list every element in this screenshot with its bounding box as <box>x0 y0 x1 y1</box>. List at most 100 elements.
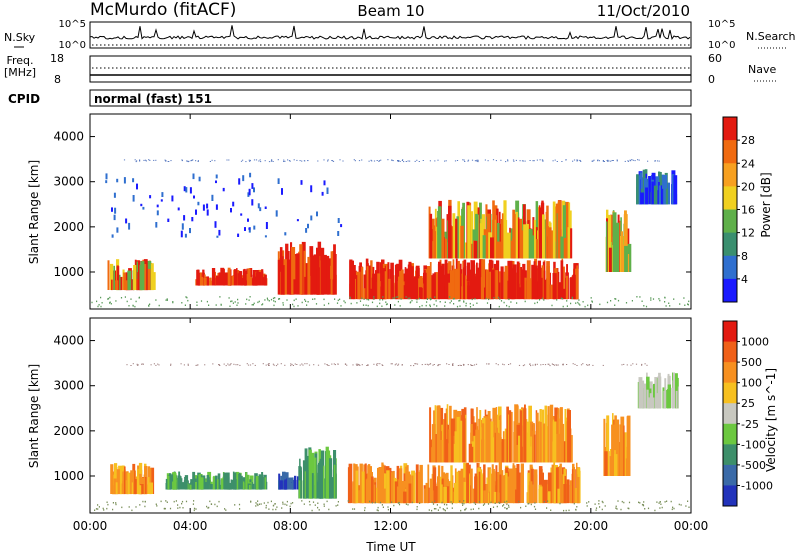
colorbar-tick-label: -100 <box>741 438 766 451</box>
echo-cell <box>512 209 515 259</box>
speckle-point <box>254 364 256 366</box>
speckle-point <box>257 301 259 304</box>
speckle-point <box>495 363 497 365</box>
speckle-point <box>168 161 170 162</box>
scatter-speckle <box>94 363 690 512</box>
echo-cell <box>506 232 511 259</box>
speckle-point <box>679 303 681 305</box>
speckle-point <box>267 363 269 365</box>
speckle-point <box>181 500 184 503</box>
echo-cell <box>333 464 336 499</box>
speckle-point <box>312 501 315 503</box>
cpid-value: normal (fast) 151 <box>94 92 212 106</box>
speckle-point <box>261 304 263 306</box>
echo-cell <box>366 266 369 300</box>
speckle-point <box>220 304 222 306</box>
speckle-point <box>503 364 505 366</box>
echo-cell <box>184 477 186 490</box>
echo-cell <box>374 487 378 503</box>
speckle-point <box>230 363 232 365</box>
echo-cell <box>513 432 516 463</box>
speckle-point <box>230 300 232 303</box>
speckle-point <box>181 160 183 162</box>
speckle-point <box>595 507 598 509</box>
echo-region <box>110 462 155 495</box>
echo-cell <box>326 258 331 295</box>
speckle-point <box>658 502 660 504</box>
echo-cell <box>449 225 452 259</box>
echo-cell <box>604 451 608 476</box>
speckle-point <box>328 508 330 511</box>
speckle-point <box>443 509 445 511</box>
speckle-point <box>490 501 492 504</box>
echo-cell <box>217 277 220 286</box>
echo-cell <box>545 211 548 259</box>
speckle-point <box>397 364 399 366</box>
speckle-point <box>265 364 267 366</box>
speckle-point <box>556 364 558 366</box>
speckle-point <box>478 507 480 510</box>
speckle-point <box>309 504 311 506</box>
echo-cell <box>193 195 195 199</box>
speckle-point <box>252 363 254 365</box>
speckle-point <box>326 364 328 365</box>
echo-cell <box>441 424 445 463</box>
echo-cell <box>526 260 531 300</box>
speckle-point <box>314 504 316 506</box>
echo-cell <box>544 479 548 504</box>
velocity-colorbar-label: Velocity [m s^-1] <box>764 368 778 472</box>
echo-cell <box>257 203 260 209</box>
speckle-point <box>464 508 466 511</box>
echo-cell <box>549 413 552 463</box>
speckle-point <box>289 160 291 162</box>
speckle-point <box>566 305 568 307</box>
echo-cell <box>277 259 281 295</box>
speckle-point <box>644 508 646 510</box>
speckle-point <box>652 298 655 300</box>
echo-cell <box>261 269 264 286</box>
echo-cell <box>607 214 612 272</box>
echo-cell <box>431 275 435 299</box>
echo-cell <box>403 491 407 503</box>
echo-cell <box>255 272 258 286</box>
speckle-point <box>574 363 576 365</box>
echo-cell <box>495 215 498 259</box>
speckle-point <box>536 159 538 161</box>
speckle-point <box>656 160 659 162</box>
echo-cell <box>132 178 135 183</box>
echo-cell <box>310 473 314 499</box>
speckle-point <box>510 301 512 303</box>
speckle-point <box>431 509 433 512</box>
echo-cell <box>302 460 307 499</box>
echo-cell <box>478 418 481 463</box>
speckle-point <box>588 364 590 366</box>
speckle-point <box>248 299 250 301</box>
speckle-point <box>680 504 682 506</box>
echo-cell <box>425 482 429 504</box>
speckle-point <box>546 507 548 509</box>
speckle-point <box>485 297 487 300</box>
speckle-point <box>373 296 375 298</box>
speckle-point <box>541 297 543 300</box>
speckle-point <box>570 302 572 305</box>
echo-cell <box>556 467 559 503</box>
speckle-point <box>614 304 616 306</box>
speckle-point <box>400 298 402 300</box>
speckle-point <box>658 298 660 300</box>
echo-cell <box>275 210 278 217</box>
speckle-point <box>124 296 126 298</box>
echo-cell <box>569 277 574 300</box>
speckle-point <box>543 299 545 301</box>
echo-cell <box>605 221 608 272</box>
echo-cell <box>240 213 243 216</box>
speckle-point <box>562 305 564 308</box>
echo-cell <box>439 476 442 504</box>
speckle-point <box>573 502 575 505</box>
speckle-point <box>492 159 495 161</box>
echo-cell <box>474 276 477 300</box>
speckle-point <box>504 501 506 503</box>
speckle-point <box>473 364 476 366</box>
nsky-tick-top: 10^5 <box>59 19 86 30</box>
echo-cell <box>519 472 521 504</box>
